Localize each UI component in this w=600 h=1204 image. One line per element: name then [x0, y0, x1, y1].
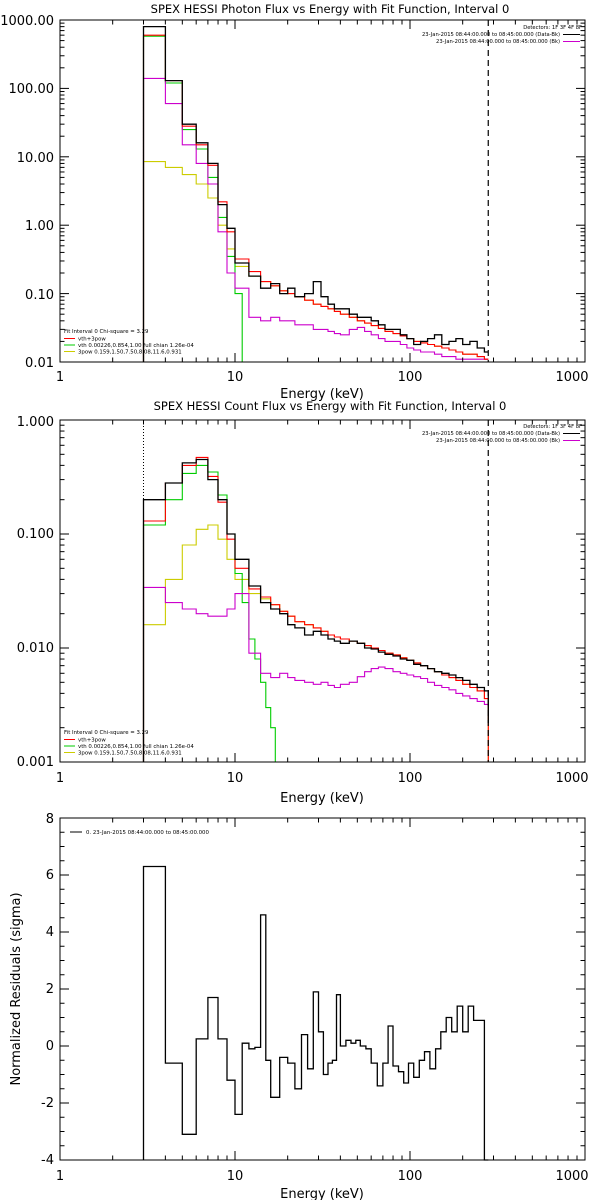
tick-layer — [59, 19, 585, 363]
series-layer — [142, 456, 489, 762]
y-tick-label: 1000.00 — [0, 14, 54, 29]
series-line-bk — [142, 77, 489, 362]
x-tick-label: 1 — [56, 370, 64, 385]
legend-3pow: 3pow 0.159,1.50,7.50,8.08,11.6,0.931 — [78, 751, 182, 757]
detectors-label: Detectors: 1F 3F 4F 8F — [523, 25, 582, 31]
legend-3pow: 3pow 0.159,1.50,7.50,8.08,11.6,0.931 — [78, 350, 182, 356]
y-tick-label: 0 — [46, 1039, 54, 1054]
series-line-total — [142, 34, 489, 362]
y-tick-label: -4 — [41, 1153, 54, 1168]
y-tick-label: 0.01 — [25, 356, 54, 371]
legend-total: vth+3pow — [78, 337, 106, 343]
photon-flux-panel: SPEX HESSI Photon Flux vs Energy with Fi… — [0, 2, 588, 402]
detectors-label: Detectors: 1F 3F 4F 8F — [523, 424, 582, 430]
time-line-data: 23-Jan-2015 08:44:00.000 to 08:45:00.000… — [422, 431, 560, 437]
plot-frame — [59, 419, 586, 763]
x-tick-label: 100 — [398, 771, 423, 786]
plot-frame — [59, 817, 586, 1161]
x-tick-label: 10 — [227, 370, 244, 385]
series-line-vth — [142, 35, 243, 362]
time-line-data: 23-Jan-2015 08:44:00.000 to 08:45:00.000… — [422, 32, 560, 38]
y-tick-label: 1.000 — [17, 415, 54, 430]
y-tick-label: 4 — [46, 925, 54, 940]
series-line-3pow — [142, 161, 489, 362]
y-tick-label: 6 — [46, 868, 54, 883]
tick-layer — [59, 419, 585, 763]
y-tick-label: 0.010 — [17, 641, 54, 656]
chart-title: SPEX HESSI Photon Flux vs Energy with Fi… — [151, 2, 510, 16]
series-line-total — [142, 456, 489, 762]
x-axis-label: Energy (keV) — [280, 1187, 364, 1200]
y-tick-label: 100.00 — [9, 82, 55, 97]
series-line-vth — [142, 464, 276, 762]
residuals-panel: 1 10 100 1000 Energy (keV) -4 -2 0 2 4 6… — [9, 812, 589, 1202]
y-tick-label: 0.10 — [25, 288, 54, 303]
time-line-bk: 23-Jan-2015 08:44:00.000 to 08:45:00.000… — [436, 39, 560, 45]
chart-title: SPEX HESSI Count Flux vs Energy with Fit… — [154, 399, 507, 413]
y-tick-label: -2 — [41, 1096, 54, 1111]
count-flux-panel: SPEX HESSI Count Flux vs Energy with Fit… — [17, 399, 589, 806]
series-line-data — [142, 25, 489, 362]
y-tick-label: 1.00 — [25, 219, 54, 234]
y-tick-label: 0.001 — [17, 755, 54, 770]
fit-info: Fit Interval 0 Chi-square = 3.29 — [64, 730, 149, 736]
tick-layer — [59, 817, 585, 1161]
fit-info: Fit Interval 0 Chi-square = 3.29 — [64, 329, 149, 335]
series-line-data — [142, 458, 489, 762]
y-tick-label: 8 — [46, 812, 54, 827]
series-line-residuals — [142, 865, 489, 1161]
y-tick-label: 2 — [46, 982, 54, 997]
x-tick-label: 1000 — [555, 771, 588, 786]
x-axis-label: Energy (keV) — [280, 791, 364, 806]
x-tick-label: 1 — [56, 771, 64, 786]
x-tick-label: 10 — [227, 1169, 244, 1184]
x-tick-label: 1000 — [555, 1169, 588, 1184]
x-tick-label: 1000 — [555, 370, 588, 385]
legend-vth: vth 0.00226,0.854,1.00 full chian 1.26e-… — [78, 744, 194, 750]
plot-frame — [59, 19, 586, 363]
series-line-bk — [142, 586, 489, 762]
x-axis-label: Energy (keV) — [280, 387, 364, 402]
x-tick-label: 100 — [398, 1169, 423, 1184]
series-line-3pow — [142, 524, 489, 762]
legend-total: vth+3pow — [78, 738, 106, 744]
x-tick-label: 1 — [56, 1169, 64, 1184]
y-tick-label: 0.100 — [17, 527, 54, 542]
y-tick-label: 10.00 — [17, 151, 54, 166]
legend-vth: vth 0.00226,0.854,1.00 full chian 1.26e-… — [78, 343, 194, 349]
x-tick-label: 10 — [227, 771, 244, 786]
legend-residuals: 0. 23-Jan-2015 08:44:00.000 to 08:45:00.… — [86, 830, 209, 836]
series-layer — [142, 25, 489, 362]
x-tick-label: 100 — [398, 370, 423, 385]
y-axis-label: Normalized Residuals (sigma) — [9, 892, 24, 1085]
time-line-bk: 23-Jan-2015 08:44:00.000 to 08:45:00.000… — [436, 438, 560, 444]
series-layer — [142, 865, 489, 1161]
